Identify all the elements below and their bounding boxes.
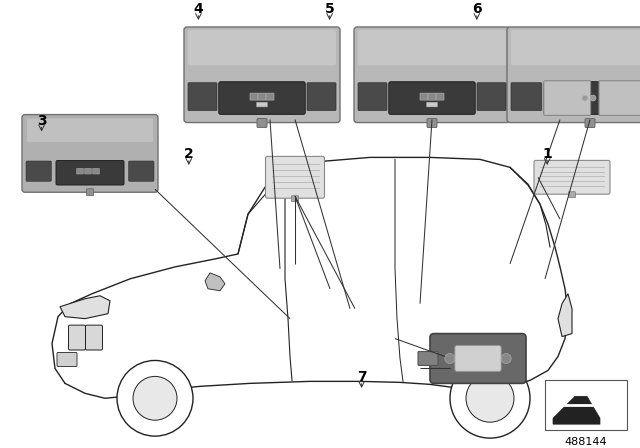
FancyBboxPatch shape [258,93,266,100]
FancyBboxPatch shape [534,160,610,194]
FancyBboxPatch shape [354,27,510,123]
FancyBboxPatch shape [427,102,437,107]
Text: 7: 7 [356,370,367,384]
FancyBboxPatch shape [27,119,153,142]
Text: 488144: 488144 [564,437,607,447]
FancyBboxPatch shape [307,83,336,111]
FancyBboxPatch shape [57,353,77,366]
Text: 3: 3 [36,113,47,128]
FancyBboxPatch shape [358,30,506,65]
Polygon shape [205,273,225,291]
FancyBboxPatch shape [638,83,640,111]
FancyBboxPatch shape [427,119,437,128]
FancyBboxPatch shape [418,352,438,366]
FancyBboxPatch shape [84,168,92,174]
FancyBboxPatch shape [545,380,627,430]
FancyBboxPatch shape [219,82,305,114]
FancyBboxPatch shape [599,81,640,116]
FancyBboxPatch shape [428,93,436,100]
FancyBboxPatch shape [511,30,640,65]
FancyBboxPatch shape [188,30,336,65]
FancyBboxPatch shape [129,161,154,181]
FancyBboxPatch shape [266,156,324,198]
FancyBboxPatch shape [436,93,444,100]
Text: 5: 5 [324,2,335,16]
FancyBboxPatch shape [511,83,542,111]
Polygon shape [60,296,110,319]
FancyBboxPatch shape [93,168,99,174]
FancyBboxPatch shape [188,83,217,111]
FancyBboxPatch shape [250,93,258,100]
Polygon shape [553,396,600,424]
FancyBboxPatch shape [544,81,591,116]
Text: 6: 6 [472,2,482,16]
FancyBboxPatch shape [430,334,526,383]
FancyBboxPatch shape [455,345,501,371]
FancyBboxPatch shape [22,115,158,192]
Circle shape [445,353,455,363]
Circle shape [501,353,511,363]
FancyBboxPatch shape [86,189,93,196]
Circle shape [450,358,530,438]
FancyBboxPatch shape [477,83,506,111]
FancyBboxPatch shape [257,102,268,107]
FancyBboxPatch shape [184,27,340,123]
Polygon shape [558,294,572,336]
FancyBboxPatch shape [388,82,476,114]
Text: 4: 4 [193,2,204,16]
FancyBboxPatch shape [26,161,51,181]
Circle shape [582,95,588,101]
FancyBboxPatch shape [544,82,636,114]
FancyBboxPatch shape [420,93,428,100]
FancyBboxPatch shape [507,27,640,123]
Circle shape [117,361,193,436]
FancyBboxPatch shape [257,119,267,128]
Circle shape [590,95,596,101]
FancyBboxPatch shape [291,196,298,202]
Circle shape [133,376,177,420]
FancyBboxPatch shape [358,83,387,111]
Text: 1: 1 [542,147,552,161]
FancyBboxPatch shape [585,119,595,128]
FancyBboxPatch shape [266,93,274,100]
FancyBboxPatch shape [56,160,124,185]
FancyBboxPatch shape [568,192,575,198]
FancyBboxPatch shape [68,325,86,350]
FancyBboxPatch shape [77,168,83,174]
Text: 2: 2 [184,147,194,161]
Circle shape [466,375,514,422]
FancyBboxPatch shape [86,325,102,350]
